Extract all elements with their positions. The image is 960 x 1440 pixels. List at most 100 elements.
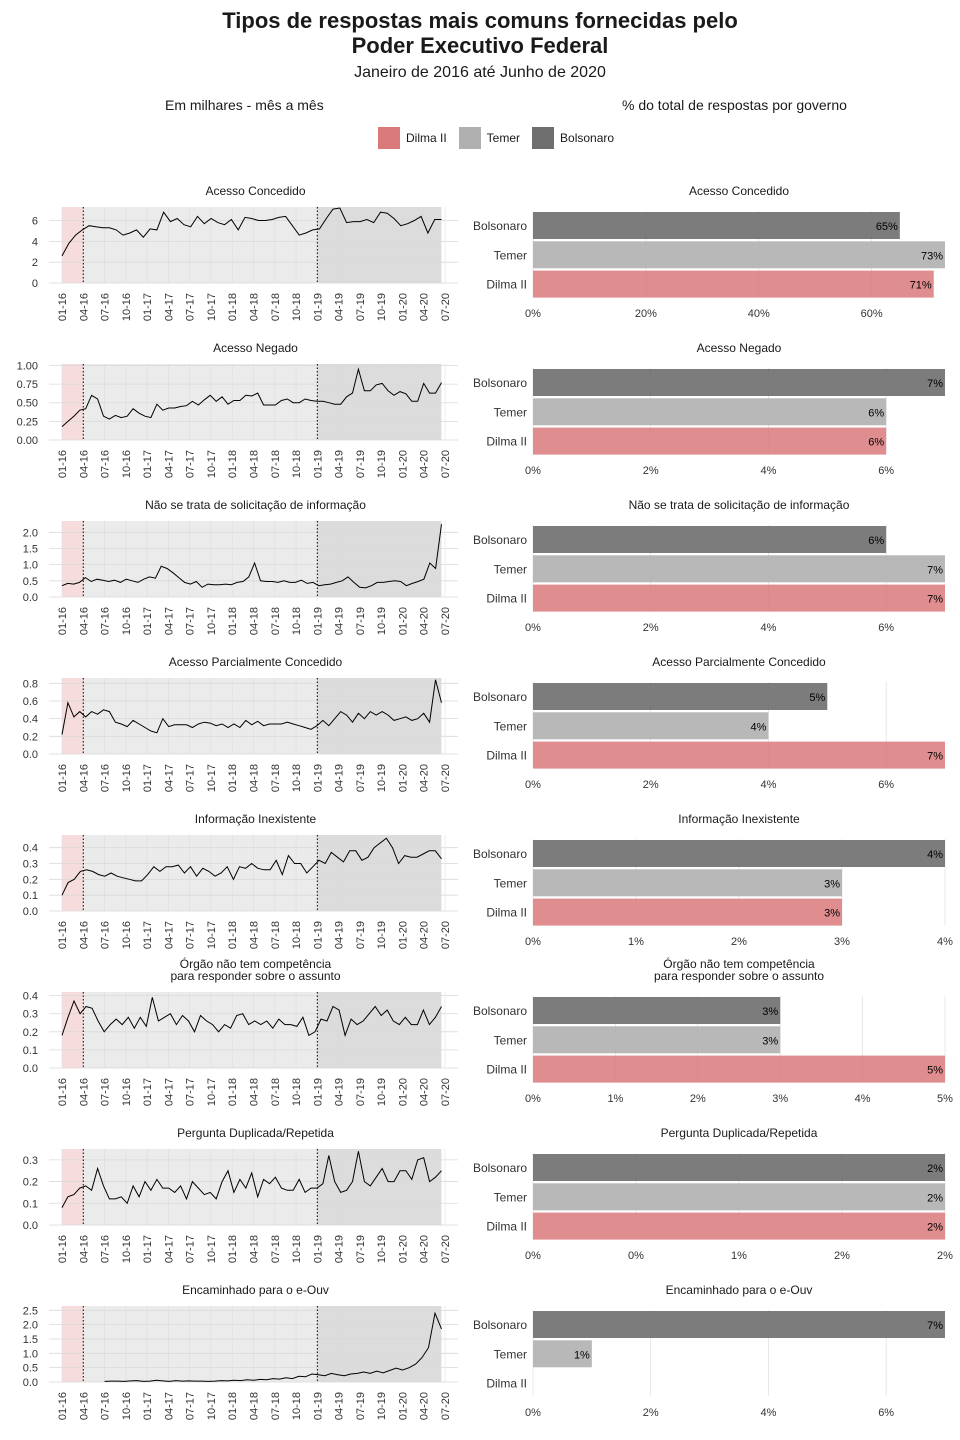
x-tick-label: 10-19 — [376, 1235, 388, 1263]
x-tick-label: 07-19 — [355, 1392, 367, 1420]
y-tick-label: 0.0 — [23, 1220, 38, 1232]
x-tick-label: 07-18 — [270, 1392, 282, 1420]
series-line — [61, 367, 442, 427]
category-label-dilma: Dilma II — [486, 435, 527, 449]
x-tick-label: 10-18 — [291, 764, 303, 792]
x-tick-label: 01-19 — [312, 293, 324, 321]
bar-value-label-temer: 3% — [762, 1035, 778, 1047]
x-tick-label: 04-20 — [419, 1235, 431, 1263]
x-tick-label: 01-20 — [397, 293, 409, 321]
chart-subtitle: Janeiro de 2016 até Junho de 2020 — [354, 64, 606, 81]
x-tick-label: 04-16 — [78, 607, 90, 635]
bar-value-label-bolsonaro: 65% — [876, 221, 898, 233]
bar-bolsonaro — [533, 840, 945, 867]
bar-panel-title: Acesso Parcialmente Concedido — [652, 655, 826, 669]
x-tick-label: 01-20 — [397, 1392, 409, 1420]
x-tick-label: 10-16 — [121, 764, 133, 792]
bar-temer — [533, 1026, 781, 1054]
x-tick-label: 07-17 — [185, 1235, 197, 1263]
category-label-dilma: Dilma II — [486, 749, 527, 763]
y-tick-label: 0.2 — [23, 731, 38, 743]
x-tick-label: 04-19 — [334, 764, 346, 792]
category-label-bolsonaro: Bolsonaro — [473, 533, 527, 547]
y-tick-label: 2.5 — [23, 1305, 38, 1317]
x-tick-label: 07-18 — [270, 764, 282, 792]
x-tick-label: 04-20 — [419, 1078, 431, 1106]
x-tick-label: 07-20 — [440, 450, 452, 478]
x-tick-label: 04-17 — [163, 1235, 175, 1263]
x-tick-label: 01-16 — [57, 1392, 69, 1420]
x-tick-label: 04-19 — [334, 293, 346, 321]
x-tick-label: 07-17 — [185, 1078, 197, 1106]
x-tick-label: 10-17 — [206, 450, 218, 478]
x-tick-label: 07-20 — [440, 764, 452, 792]
series-line — [61, 679, 442, 735]
x-tick-label: 04-18 — [249, 450, 261, 478]
x-tick-label: 10-17 — [206, 1235, 218, 1263]
x-tick-label: 07-18 — [270, 293, 282, 321]
bar-value-label-dilma: 7% — [927, 594, 943, 606]
y-tick-label: 2.0 — [23, 1320, 38, 1332]
x-tick-label: 01-19 — [312, 607, 324, 635]
bar-value-label-dilma: 7% — [927, 751, 943, 763]
y-tick-label: 0.1 — [23, 1198, 38, 1210]
category-label-dilma: Dilma II — [486, 278, 527, 292]
bar-temer — [533, 555, 945, 583]
bar-temer — [533, 1183, 945, 1211]
bar-bolsonaro — [533, 526, 887, 553]
bar-value-label-dilma: 5% — [927, 1065, 943, 1077]
x-tick-label: 04-16 — [78, 1078, 90, 1106]
bar-value-label-bolsonaro: 7% — [927, 378, 943, 390]
x-tick-label: 10-19 — [376, 1392, 388, 1420]
legend-label-temer: Temer — [486, 131, 521, 145]
x-tick-label: 04-18 — [249, 293, 261, 321]
x-tick-label: 01-16 — [57, 293, 69, 321]
x-tick-label: 10-16 — [121, 921, 133, 949]
y-tick-label: 0.2 — [23, 874, 38, 886]
line-panel-title: Encaminhado para o e-Ouv — [182, 1283, 329, 1297]
x-tick-label: 0% — [525, 1250, 541, 1262]
y-tick-label: 1.5 — [23, 1334, 38, 1346]
legend-label-bolsonaro: Bolsonaro — [560, 131, 615, 145]
x-tick-label: 04-18 — [249, 1235, 261, 1263]
legend-item-bolsonaro: Bolsonaro — [532, 127, 614, 149]
bar-value-label-temer: 3% — [824, 878, 840, 890]
bar-bolsonaro — [533, 1154, 945, 1181]
x-tick-label: 07-19 — [355, 1078, 367, 1106]
category-label-dilma: Dilma II — [486, 906, 527, 920]
series-line — [61, 837, 442, 896]
x-tick-label: 10-16 — [121, 293, 133, 321]
x-tick-label: 07-16 — [100, 921, 112, 949]
bar-value-label-bolsonaro: 6% — [868, 535, 884, 547]
x-tick-label: 20% — [635, 308, 657, 320]
y-tick-label: 0.75 — [17, 379, 38, 391]
x-tick-label: 07-16 — [100, 1078, 112, 1106]
x-tick-label: 07-19 — [355, 921, 367, 949]
x-tick-label: 01-17 — [142, 1078, 154, 1106]
series-line — [61, 207, 442, 257]
x-tick-label: 07-18 — [270, 921, 282, 949]
x-tick-label: 0% — [525, 622, 541, 634]
y-tick-label: 0.6 — [23, 696, 38, 708]
y-tick-label: 0.00 — [17, 435, 38, 447]
line-panel-5: Informação Inexistente 0.0 0.1 0.2 0.3 0.4 01-… — [23, 812, 458, 949]
line-panel-title: Informação Inexistente — [195, 812, 317, 826]
x-tick-label: 01-18 — [227, 921, 239, 949]
x-tick-label: 04-17 — [163, 1392, 175, 1420]
x-tick-label: 10-18 — [291, 450, 303, 478]
x-tick-label: 07-20 — [440, 293, 452, 321]
period-band-temer — [83, 364, 318, 440]
x-tick-label: 04-17 — [163, 764, 175, 792]
bar-temer — [533, 869, 842, 897]
x-tick-label: 10-17 — [206, 1078, 218, 1106]
x-tick-label: 4% — [760, 622, 776, 634]
series-line — [104, 1311, 442, 1382]
bar-value-label-temer: 73% — [921, 250, 943, 262]
y-tick-label: 2.0 — [23, 527, 38, 539]
legend-item-dilma: Dilma II — [378, 127, 447, 149]
legend-label-dilma: Dilma II — [406, 131, 447, 145]
bar-dilma — [533, 741, 945, 769]
y-tick-label: 1.5 — [23, 543, 38, 555]
category-label-temer: Temer — [494, 1190, 527, 1204]
x-tick-label: 07-18 — [270, 1078, 282, 1106]
